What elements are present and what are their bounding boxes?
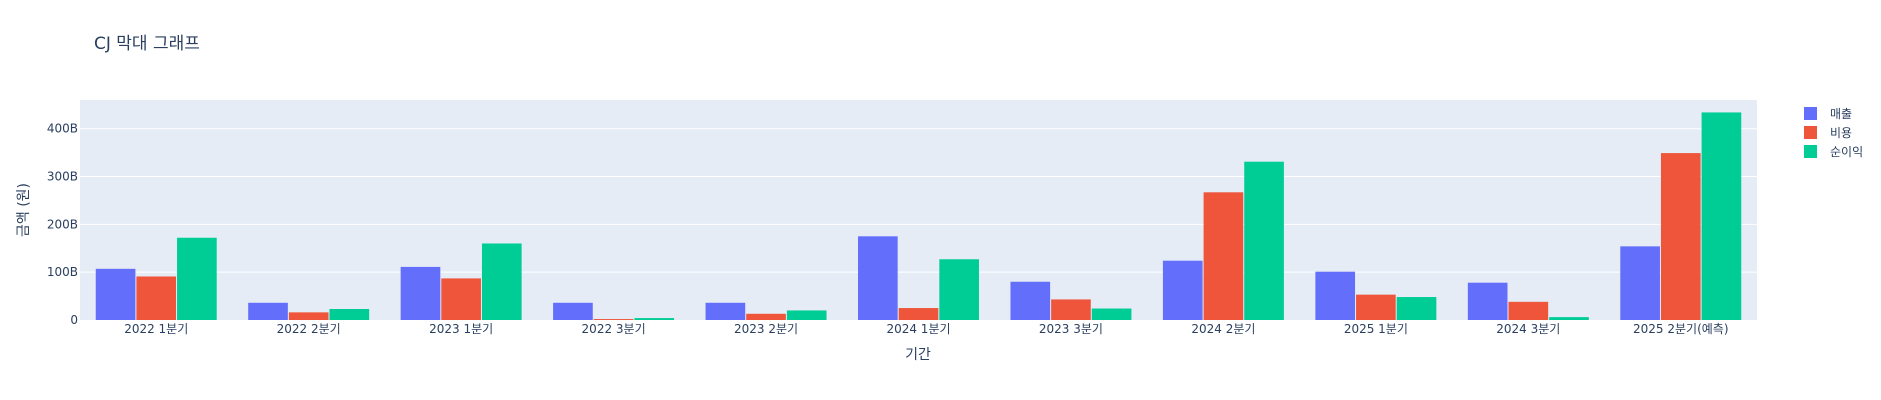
x-tick-label: 2024 1분기	[886, 322, 950, 336]
bar-비용[interactable]	[1051, 299, 1091, 320]
x-tick-label: 2022 1분기	[124, 322, 188, 336]
bar-매출[interactable]	[400, 266, 441, 320]
x-tick-label: 2024 2분기	[1191, 322, 1255, 336]
grid-lines	[80, 128, 1757, 273]
bar-매출[interactable]	[248, 302, 288, 320]
x-tick-label: 2023 3분기	[1039, 322, 1103, 336]
y-axis-title: 금액 (원)	[16, 183, 32, 237]
y-tick-label: 300B	[47, 170, 78, 184]
legend-swatch	[1804, 145, 1817, 158]
legend-item[interactable]: 비용	[1804, 126, 1852, 140]
bar-비용[interactable]	[1660, 153, 1701, 320]
bar-매출[interactable]	[1162, 260, 1203, 320]
legend-label: 비용	[1830, 126, 1852, 140]
bar-비용[interactable]	[1356, 294, 1396, 320]
y-axis-ticks: 0 100B 200B 300B 400B	[47, 122, 78, 327]
bar-비용[interactable]	[1508, 301, 1549, 320]
legend-item[interactable]: 순이익	[1804, 145, 1863, 159]
x-axis-ticks: 2022 1분기 2022 2분기 2023 1분기 2022 3분기 2023 2분기…	[124, 322, 1728, 336]
legend-item[interactable]: 매출	[1804, 107, 1852, 121]
legend-swatch	[1804, 126, 1817, 139]
bar-순이익[interactable]	[1244, 161, 1284, 320]
x-tick-label: 2025 2분기(예측)	[1633, 322, 1729, 336]
chart-title: CJ 막대 그래프	[94, 34, 200, 54]
bar-비용[interactable]	[441, 278, 481, 320]
bar-매출[interactable]	[553, 302, 593, 320]
x-tick-label: 2023 2분기	[734, 322, 798, 336]
bar-순이익[interactable]	[177, 237, 217, 320]
legend-swatch	[1804, 107, 1817, 120]
bar-순이익[interactable]	[1549, 317, 1589, 320]
legend-label: 순이익	[1830, 145, 1863, 159]
bar-비용[interactable]	[288, 312, 329, 320]
y-tick-label: 0	[70, 313, 78, 327]
legend-label: 매출	[1830, 107, 1852, 121]
bar-비용[interactable]	[746, 313, 786, 320]
bar-순이익[interactable]	[481, 243, 522, 320]
bar-매출[interactable]	[1010, 281, 1051, 320]
x-tick-label: 2022 3분기	[582, 322, 646, 336]
x-tick-label: 2023 1분기	[429, 322, 493, 336]
y-tick-label: 200B	[47, 217, 78, 231]
bar-순이익[interactable]	[634, 318, 675, 320]
bars-layer	[95, 112, 1742, 320]
bar-순이익[interactable]	[786, 310, 827, 320]
bar-매출[interactable]	[1315, 271, 1356, 320]
bar-비용[interactable]	[898, 308, 939, 320]
x-tick-label: 2024 3분기	[1496, 322, 1560, 336]
bar-비용[interactable]	[593, 319, 634, 320]
bar-순이익[interactable]	[939, 259, 979, 320]
bar-순이익[interactable]	[1091, 308, 1132, 320]
y-tick-label: 400B	[47, 122, 78, 136]
bar-매출[interactable]	[858, 236, 898, 320]
x-tick-label: 2022 2분기	[277, 322, 341, 336]
x-axis-title: 기간	[905, 347, 931, 363]
bar-매출[interactable]	[1620, 246, 1660, 320]
bar-순이익[interactable]	[1396, 297, 1437, 320]
y-tick-label: 100B	[47, 265, 78, 279]
bar-비용[interactable]	[1203, 192, 1244, 320]
bar-매출[interactable]	[1467, 282, 1508, 320]
bar-매출[interactable]	[95, 268, 136, 320]
bar-비용[interactable]	[136, 276, 177, 320]
bar-순이익[interactable]	[329, 309, 370, 320]
bar-순이익[interactable]	[1701, 112, 1742, 320]
bar-매출[interactable]	[705, 302, 746, 320]
x-tick-label: 2025 1분기	[1344, 322, 1408, 336]
